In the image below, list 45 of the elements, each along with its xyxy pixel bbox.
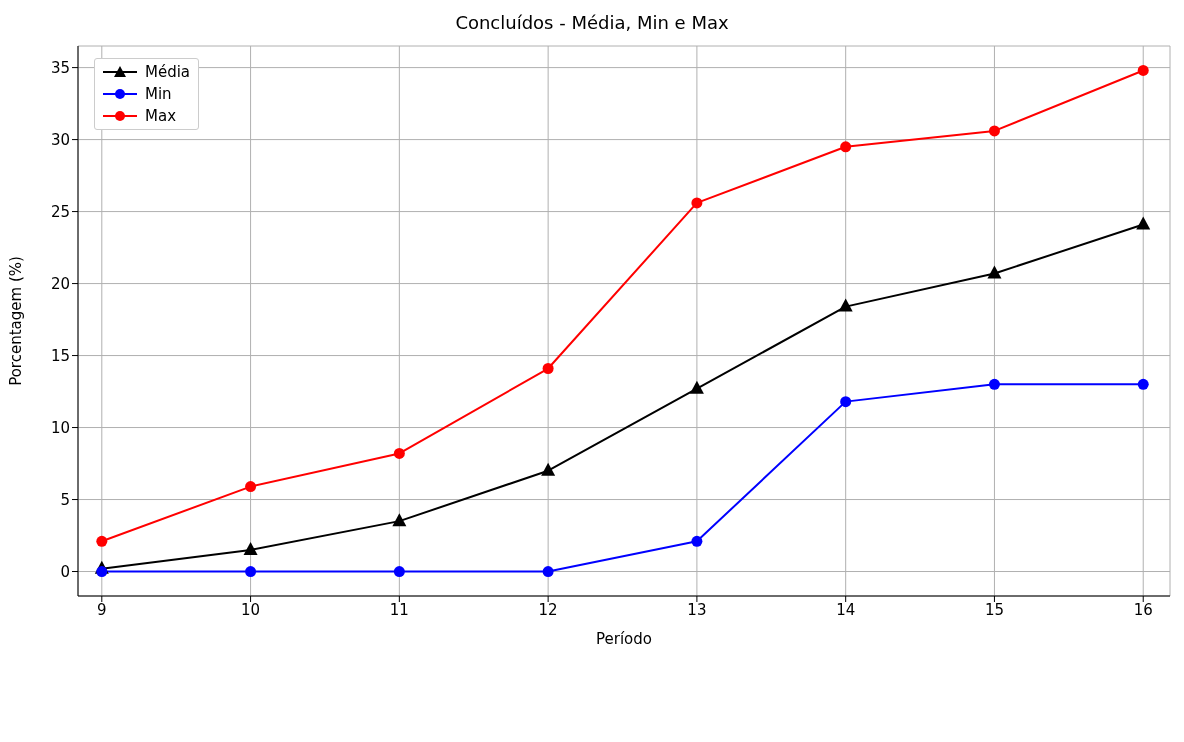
point	[243, 541, 258, 555]
x-tick-label: 11	[389, 600, 409, 619]
y-tick-label: 10	[50, 418, 70, 437]
point	[96, 535, 108, 547]
y-tick-label: 15	[50, 346, 70, 365]
x-tick-label: 12	[538, 600, 558, 619]
x-tick-label: 9	[97, 600, 107, 619]
y-tick-label: 30	[50, 130, 70, 149]
point	[1136, 216, 1151, 230]
y-tick-label: 20	[50, 274, 70, 293]
point	[691, 197, 703, 209]
point	[840, 141, 852, 153]
point	[1137, 64, 1149, 76]
x-tick-label: 14	[836, 600, 856, 619]
point	[542, 363, 554, 375]
y-tick-label: 35	[50, 58, 70, 77]
x-axis-title: Período	[596, 630, 652, 648]
x-tick-label: 15	[984, 600, 1004, 619]
point	[245, 566, 257, 578]
chart-title: Concluídos - Média, Min e Max	[454, 11, 730, 35]
point	[96, 566, 108, 578]
legend-label: Média	[145, 63, 191, 81]
point	[691, 535, 703, 547]
point	[245, 481, 257, 493]
point	[988, 125, 1000, 137]
point	[988, 378, 1000, 390]
y-tick-label: 5	[60, 490, 70, 509]
point	[392, 513, 407, 527]
point	[542, 566, 554, 578]
legend-label: Max	[145, 107, 177, 125]
y-tick-label: 0	[60, 562, 70, 581]
point	[987, 265, 1002, 279]
y-tick-label: 25	[50, 202, 70, 221]
x-tick-label: 10	[241, 600, 261, 619]
point	[393, 447, 405, 459]
point	[840, 396, 852, 408]
point	[541, 462, 556, 476]
point	[838, 298, 853, 312]
y-axis-title: Porcentagem (%)	[7, 256, 26, 386]
point	[393, 566, 405, 578]
point	[689, 380, 704, 394]
legend-label: Min	[145, 85, 172, 103]
x-tick-label: 16	[1133, 600, 1153, 619]
point	[1137, 378, 1149, 390]
x-tick-label: 13	[687, 600, 707, 619]
